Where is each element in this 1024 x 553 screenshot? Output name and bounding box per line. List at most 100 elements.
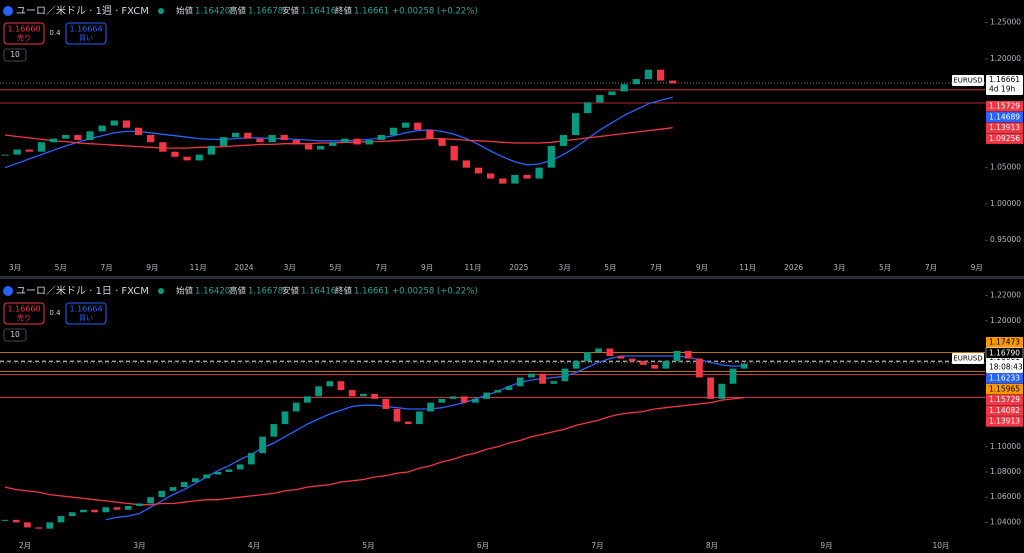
x-tick-label: 3月 — [133, 541, 145, 550]
x-tick-label: 5月 — [55, 263, 67, 272]
y-tick-label: 1.10000 — [990, 442, 1021, 451]
pane-divider — [0, 276, 1024, 279]
candle — [91, 509, 98, 513]
candle — [348, 390, 356, 397]
ohlc-value: 1.16661 — [354, 287, 389, 297]
candle — [203, 474, 210, 479]
candle — [270, 424, 278, 437]
price-tag: 1.15965 — [989, 384, 1020, 393]
candle — [393, 408, 401, 422]
candle — [86, 131, 94, 141]
symbol-tag-box — [952, 353, 984, 364]
price-tag-box — [986, 373, 1023, 384]
candle — [219, 137, 228, 146]
x-tick-label: 9月 — [971, 263, 983, 272]
candle — [292, 402, 300, 412]
sell-price: 1.16660 — [7, 25, 40, 34]
candle — [523, 174, 531, 179]
candle — [729, 368, 737, 384]
candle — [438, 398, 446, 403]
candle — [98, 125, 106, 132]
candle — [620, 84, 628, 92]
candle — [316, 145, 325, 150]
x-tick-label: 11月 — [464, 263, 481, 272]
price-tag: 1.13913 — [989, 123, 1020, 132]
y-tick-label: 1.06000 — [990, 492, 1021, 501]
candle — [207, 145, 216, 155]
candle — [684, 351, 692, 359]
candle — [134, 127, 143, 135]
x-tick-label: 7月 — [650, 263, 662, 272]
candle — [37, 142, 46, 152]
y-tick-label: 1.08000 — [990, 467, 1021, 476]
candle — [401, 122, 410, 128]
candle — [389, 127, 398, 135]
x-tick-label: 9月 — [696, 263, 708, 272]
y-tick-label: 1.04000 — [990, 517, 1021, 526]
candle — [171, 151, 179, 157]
candle — [214, 471, 222, 475]
candle — [12, 519, 20, 523]
candle — [46, 522, 54, 529]
candle — [180, 482, 188, 488]
ohlc-value: 1.16420 — [195, 287, 230, 297]
last-tag: 1.16661 — [989, 75, 1020, 84]
candle — [707, 377, 714, 399]
ohlc-value: 1.16661 — [354, 7, 389, 17]
qty-box[interactable] — [3, 328, 27, 342]
symbol-tag: EURUSD — [953, 77, 982, 85]
x-tick-label: 3月 — [833, 263, 845, 272]
x-tick-label: 5月 — [604, 263, 616, 272]
sell-label: 売り — [17, 313, 31, 322]
symbol-icon — [3, 286, 13, 296]
sell-button[interactable] — [3, 302, 45, 325]
candle — [516, 377, 524, 387]
candle — [24, 522, 31, 528]
candle — [550, 381, 558, 384]
symbol-icon — [3, 6, 13, 16]
buy-label: 買い — [79, 34, 93, 42]
buy-button[interactable] — [65, 22, 107, 45]
candle — [304, 396, 311, 403]
candle — [360, 393, 367, 397]
candle — [158, 490, 166, 498]
buy-button[interactable] — [65, 302, 107, 325]
candle — [438, 138, 446, 146]
x-tick-label: 5月 — [879, 263, 891, 272]
candle — [528, 373, 535, 378]
candle — [472, 398, 479, 403]
x-tick-label: 2026 — [784, 263, 803, 272]
candle — [225, 469, 233, 472]
sell-label: 売り — [17, 33, 31, 42]
candle — [632, 79, 640, 85]
candle — [505, 386, 513, 391]
candle — [337, 381, 345, 391]
candle — [244, 132, 252, 139]
x-tick-label: 2月 — [19, 541, 31, 550]
x-tick-label: 3月 — [9, 263, 21, 272]
x-tick-label: 2024 — [234, 263, 253, 272]
status-dot — [158, 288, 164, 294]
candle — [449, 396, 457, 399]
price-tag-box — [986, 405, 1023, 416]
candle — [483, 392, 490, 399]
x-tick-label: 2025 — [509, 263, 528, 272]
x-tick-label: 7月 — [591, 541, 603, 550]
candle — [326, 381, 334, 387]
candle — [280, 135, 288, 141]
candle — [183, 156, 191, 161]
ohlc-key: 高値 — [229, 6, 247, 17]
candle — [315, 386, 322, 397]
countdown: 18:08:43 — [989, 363, 1023, 372]
candle — [462, 160, 470, 168]
candle — [474, 167, 483, 174]
sell-button[interactable] — [3, 22, 45, 45]
price-tag-box — [986, 101, 1023, 112]
qty: 10 — [10, 330, 20, 339]
qty-box[interactable] — [3, 48, 27, 62]
candle — [662, 361, 670, 369]
candle — [651, 364, 658, 369]
price-tag-box — [986, 122, 1023, 134]
qty: 10 — [10, 50, 20, 59]
